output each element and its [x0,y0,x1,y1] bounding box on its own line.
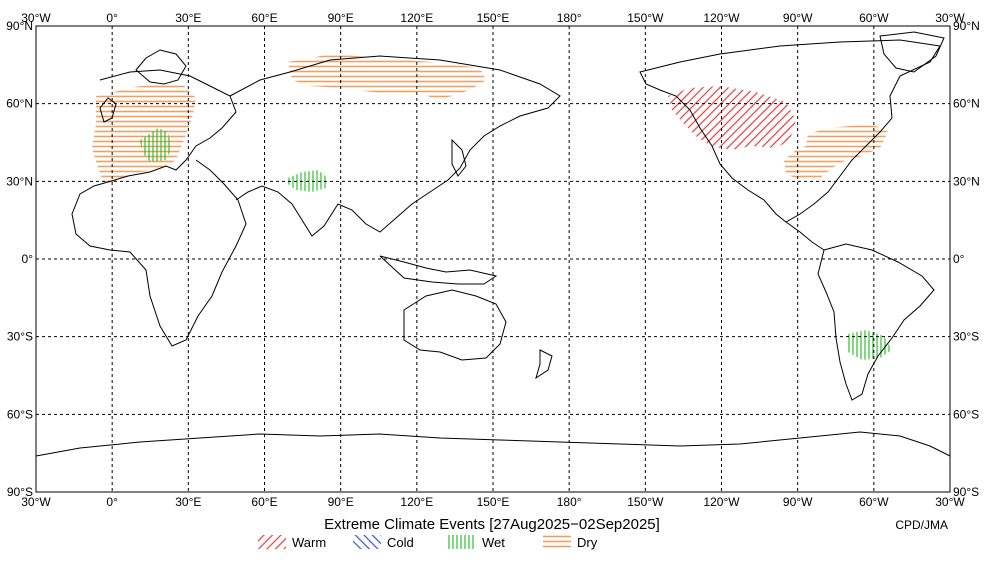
legend-item-warm: Warm [258,535,326,550]
lon-label-top: 60°E [251,11,277,25]
coast-north-america [639,39,941,223]
lon-label-bottom: 30°E [175,495,201,509]
lon-label-top: 120°E [400,11,433,25]
lat-label-right: 30°N [953,174,980,188]
coast-central-america [785,221,825,251]
legend-swatch-dry [543,535,571,549]
lon-label-top: 30°E [175,11,201,25]
lat-label-left: 30°N [6,174,33,188]
lon-label-top: 0° [106,11,118,25]
coast-greenland [879,31,945,73]
gridlines [36,26,950,492]
lat-label-right: 60°S [953,407,979,421]
legend-swatch-wet [448,535,476,549]
legend-swatch-cold [353,535,381,549]
lon-label-bottom: 60°W [859,495,889,509]
lat-label-left: 30°S [7,330,33,344]
lat-label-right: 90°S [953,485,979,499]
coast-maritime-se-asia [379,255,498,285]
lon-label-bottom: 150°W [627,495,664,509]
lon-label-top: 150°W [627,11,664,25]
coast-new-zealand [535,349,553,380]
event-area-canada-warm [668,86,796,150]
legend: Warm Cold Wet Dry [258,535,598,550]
legend-label-wet: Wet [482,535,505,550]
legend-label-warm: Warm [292,535,326,550]
lat-label-right: 90°N [953,19,980,33]
lon-label-top: 60°W [859,11,889,25]
lon-label-top: 150°E [477,11,510,25]
lon-label-bottom: 90°W [783,495,813,509]
legend-item-wet: Wet [448,535,505,550]
map-credit: CPD/JMA [895,518,948,532]
lat-label-left: 90°S [7,485,33,499]
map-title: Extreme Climate Events [27Aug2025−02Sep2… [324,516,660,533]
lon-label-bottom: 120°W [703,495,740,509]
lon-label-top: 30°W [935,11,965,25]
lat-label-right: 30°S [953,330,979,344]
lon-label-top: 90°E [328,11,354,25]
lat-label-right: 60°N [953,97,980,111]
event-area-europe-dry [92,84,196,184]
lon-label-top: 120°W [703,11,740,25]
coast-uk [99,97,117,123]
coastlines [35,31,951,457]
lon-label-bottom: 90°E [328,495,354,509]
event-area-east-na-dry [784,124,888,180]
legend-swatch-warm [258,535,286,549]
lon-label-bottom: 30°W [935,495,965,509]
lat-label-left: 90°N [6,19,33,33]
tick-labels: 30°W 30°W 0° 0° 30°E 30°E 60°E 60°E 90°E 90°E 120°… [6,11,980,509]
coast-antarctica [35,431,951,457]
legend-item-dry: Dry [543,535,598,550]
lon-label-top: 30°W [21,11,51,25]
coast-australia [403,289,507,361]
coast-scandinavia [135,49,187,85]
lon-label-bottom: 120°E [400,495,433,509]
event-area-central-europe-wet [140,128,172,162]
coast-europe-africa [71,69,247,347]
legend-label-cold: Cold [387,535,414,550]
lon-label-bottom: 0° [106,495,118,509]
lon-label-bottom: 60°E [251,495,277,509]
lat-label-left: 60°N [6,97,33,111]
lat-label-left: 0° [22,252,34,266]
legend-item-cold: Cold [353,535,414,550]
coast-south-america [817,243,935,401]
lat-label-left: 60°S [7,407,33,421]
lat-label-right: 0° [953,252,965,266]
coast-japan [451,138,467,177]
lon-label-top: 180° [557,11,582,25]
lon-label-bottom: 30°W [21,495,51,509]
events-layer [92,54,892,360]
legend-label-dry: Dry [577,535,598,550]
coast-asia [229,55,561,237]
lon-label-top: 90°W [783,11,813,25]
lon-label-bottom: 180° [557,495,582,509]
lon-label-bottom: 150°E [477,495,510,509]
event-area-siberia-dry [288,54,486,100]
